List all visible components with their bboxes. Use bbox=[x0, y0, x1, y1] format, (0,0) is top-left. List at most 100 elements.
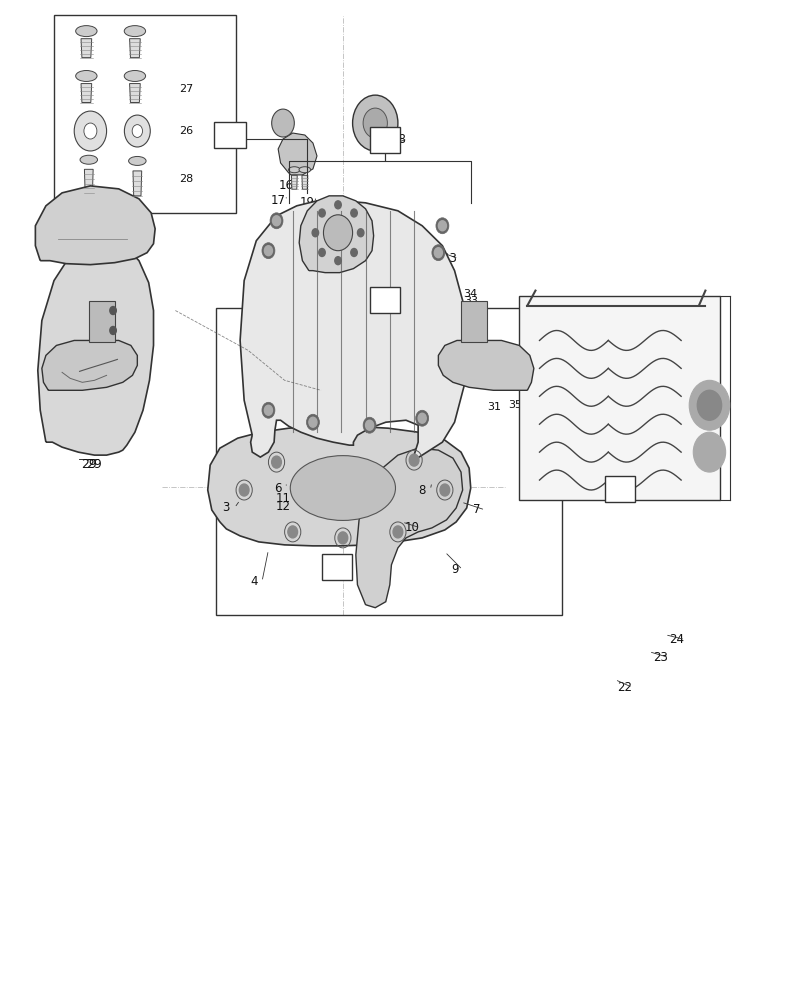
Circle shape bbox=[415, 410, 428, 426]
Polygon shape bbox=[302, 175, 307, 189]
Text: 11: 11 bbox=[275, 492, 290, 505]
Ellipse shape bbox=[75, 26, 97, 37]
Text: 32: 32 bbox=[430, 398, 444, 408]
PathPatch shape bbox=[298, 196, 373, 273]
Text: 18: 18 bbox=[392, 133, 406, 146]
Circle shape bbox=[124, 115, 150, 147]
Circle shape bbox=[109, 326, 116, 334]
Polygon shape bbox=[81, 39, 92, 58]
Circle shape bbox=[350, 209, 357, 217]
Text: 33: 33 bbox=[100, 296, 114, 306]
Circle shape bbox=[319, 248, 325, 256]
Text: 21: 21 bbox=[611, 483, 627, 496]
Ellipse shape bbox=[124, 70, 145, 81]
Text: 22: 22 bbox=[616, 681, 631, 694]
Circle shape bbox=[337, 532, 347, 544]
Circle shape bbox=[334, 201, 341, 209]
Bar bbox=[461, 301, 487, 342]
Circle shape bbox=[287, 526, 297, 538]
Polygon shape bbox=[133, 171, 142, 196]
Circle shape bbox=[264, 246, 272, 256]
PathPatch shape bbox=[438, 340, 533, 390]
FancyBboxPatch shape bbox=[604, 476, 634, 502]
PathPatch shape bbox=[38, 239, 153, 455]
Text: 30: 30 bbox=[81, 271, 97, 284]
PathPatch shape bbox=[208, 426, 470, 546]
Circle shape bbox=[272, 109, 294, 137]
Circle shape bbox=[365, 420, 373, 430]
Text: 35: 35 bbox=[54, 400, 67, 410]
Text: 27: 27 bbox=[179, 84, 194, 94]
Text: 15: 15 bbox=[382, 113, 397, 126]
Polygon shape bbox=[291, 175, 297, 189]
Circle shape bbox=[74, 111, 106, 151]
Text: 28: 28 bbox=[179, 174, 194, 184]
Ellipse shape bbox=[128, 156, 146, 165]
Text: 1: 1 bbox=[380, 134, 388, 147]
Circle shape bbox=[418, 413, 426, 423]
Text: 36: 36 bbox=[84, 301, 97, 311]
Text: 19: 19 bbox=[299, 196, 315, 209]
Text: 34: 34 bbox=[100, 289, 114, 299]
Text: 25: 25 bbox=[221, 129, 238, 142]
Text: 8: 8 bbox=[418, 484, 425, 497]
Ellipse shape bbox=[288, 167, 300, 173]
Text: 31: 31 bbox=[487, 402, 500, 412]
Text: 20: 20 bbox=[270, 117, 285, 130]
Circle shape bbox=[132, 125, 143, 137]
Text: 30: 30 bbox=[87, 273, 102, 286]
Circle shape bbox=[697, 390, 721, 420]
Text: 10: 10 bbox=[405, 521, 419, 534]
Circle shape bbox=[363, 417, 375, 433]
PathPatch shape bbox=[42, 340, 137, 390]
Ellipse shape bbox=[124, 26, 145, 37]
Text: 17: 17 bbox=[270, 194, 285, 207]
Text: 36: 36 bbox=[463, 301, 477, 311]
Circle shape bbox=[431, 245, 444, 261]
Circle shape bbox=[350, 248, 357, 256]
Polygon shape bbox=[130, 39, 140, 58]
Circle shape bbox=[84, 123, 97, 139]
Circle shape bbox=[438, 221, 446, 231]
Text: 5: 5 bbox=[380, 293, 388, 306]
Text: 6: 6 bbox=[274, 482, 281, 495]
Polygon shape bbox=[84, 169, 93, 193]
Circle shape bbox=[436, 218, 448, 234]
Text: 24: 24 bbox=[669, 633, 684, 646]
PathPatch shape bbox=[36, 186, 155, 265]
Text: 4: 4 bbox=[250, 575, 257, 588]
Circle shape bbox=[262, 402, 275, 418]
Bar bbox=[216, 308, 561, 615]
Text: 3: 3 bbox=[222, 501, 230, 514]
Text: 29: 29 bbox=[81, 458, 97, 471]
Circle shape bbox=[434, 248, 442, 258]
Circle shape bbox=[689, 380, 729, 430]
Circle shape bbox=[308, 417, 316, 427]
Circle shape bbox=[352, 95, 397, 151]
Circle shape bbox=[693, 432, 725, 472]
PathPatch shape bbox=[355, 448, 462, 608]
Circle shape bbox=[272, 456, 281, 468]
Circle shape bbox=[262, 243, 275, 259]
Circle shape bbox=[323, 215, 352, 251]
FancyBboxPatch shape bbox=[321, 554, 351, 580]
Circle shape bbox=[440, 484, 449, 496]
Circle shape bbox=[319, 209, 325, 217]
Circle shape bbox=[239, 484, 249, 496]
FancyBboxPatch shape bbox=[370, 287, 400, 313]
Circle shape bbox=[357, 229, 363, 237]
Text: 14: 14 bbox=[297, 216, 312, 229]
Text: 33: 33 bbox=[463, 296, 477, 306]
Text: 9: 9 bbox=[450, 563, 457, 576]
Text: 23: 23 bbox=[653, 651, 667, 664]
Circle shape bbox=[109, 307, 116, 315]
Ellipse shape bbox=[290, 456, 395, 520]
Circle shape bbox=[272, 216, 281, 226]
Ellipse shape bbox=[298, 167, 311, 173]
Ellipse shape bbox=[80, 155, 97, 164]
Text: 16: 16 bbox=[278, 179, 294, 192]
PathPatch shape bbox=[240, 201, 466, 460]
Circle shape bbox=[409, 454, 418, 466]
FancyBboxPatch shape bbox=[370, 127, 400, 153]
Polygon shape bbox=[81, 84, 92, 103]
